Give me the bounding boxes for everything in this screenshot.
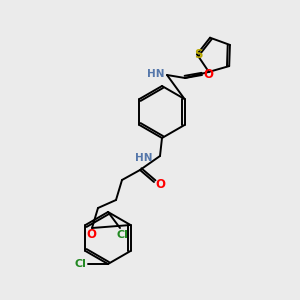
Text: HN: HN — [148, 69, 165, 79]
Text: Cl: Cl — [74, 259, 86, 269]
Text: O: O — [86, 229, 96, 242]
Text: Cl: Cl — [116, 230, 128, 240]
Text: S: S — [194, 48, 202, 61]
Text: O: O — [155, 178, 165, 190]
Text: HN: HN — [134, 153, 152, 163]
Text: O: O — [203, 68, 213, 82]
